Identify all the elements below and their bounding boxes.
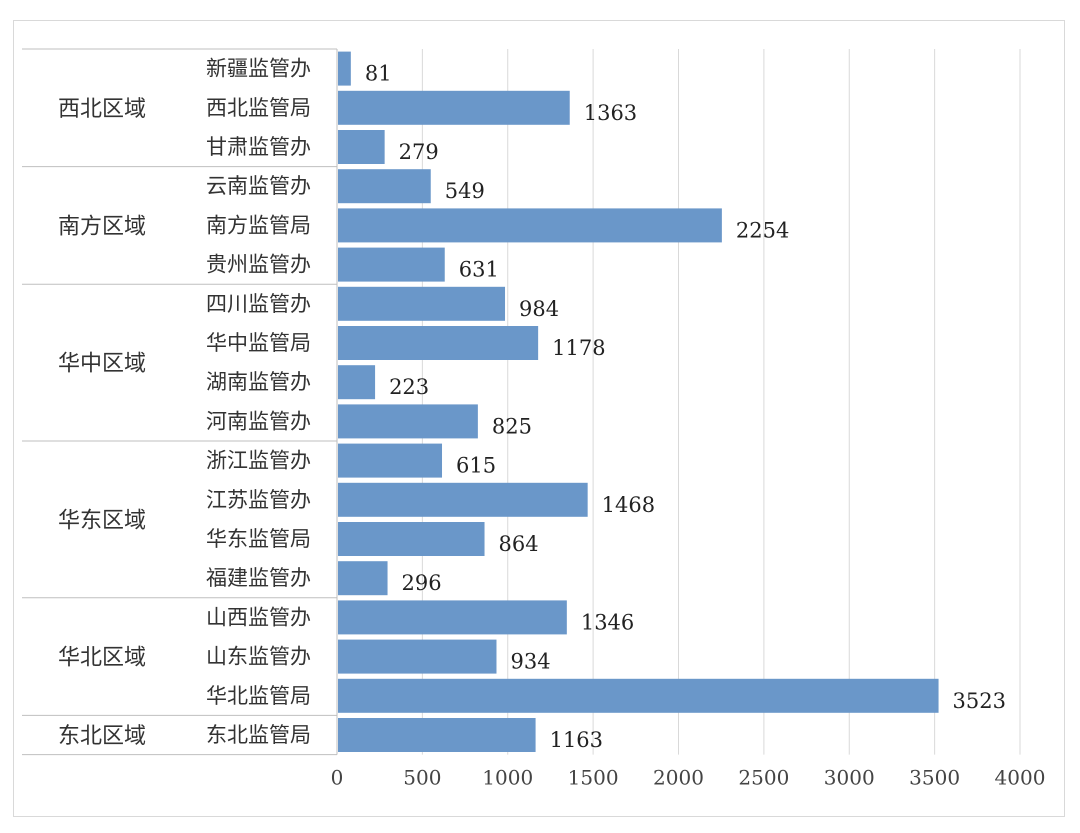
data-label: 549 bbox=[445, 179, 485, 203]
data-label: 1178 bbox=[552, 336, 605, 360]
x-tick-label: 3000 bbox=[824, 766, 875, 790]
category-label: 云南监管办 bbox=[206, 174, 311, 198]
bar bbox=[338, 600, 567, 635]
x-tick-label: 500 bbox=[403, 766, 441, 790]
group-label: 西北区域 bbox=[58, 97, 146, 122]
category-label: 河南监管办 bbox=[206, 409, 311, 433]
x-tick-label: 1500 bbox=[568, 766, 619, 790]
category-label: 福建监管办 bbox=[206, 566, 311, 590]
category-label: 华东监管局 bbox=[206, 527, 311, 551]
data-label: 934 bbox=[510, 650, 550, 674]
category-label: 华中监管局 bbox=[206, 331, 311, 355]
bar bbox=[338, 169, 431, 204]
x-tick-label: 1000 bbox=[482, 766, 533, 790]
bar bbox=[338, 247, 445, 282]
category-label: 贵州监管办 bbox=[206, 253, 311, 277]
bar bbox=[338, 208, 722, 243]
category-label: 湖南监管办 bbox=[206, 370, 311, 394]
labels: 0 500 1000 1500 2000 2500 3000 3500 4000 新疆监管办 81 西… bbox=[58, 57, 1045, 790]
bar bbox=[338, 286, 506, 321]
bar bbox=[338, 326, 539, 360]
category-label: 华北监管局 bbox=[206, 684, 311, 708]
group-separators bbox=[22, 48, 337, 756]
data-label: 631 bbox=[459, 258, 499, 282]
category-label: 南方监管局 bbox=[206, 213, 311, 237]
data-label: 3523 bbox=[953, 689, 1006, 713]
category-label: 东北监管局 bbox=[206, 723, 311, 747]
bar bbox=[338, 90, 570, 125]
bar bbox=[338, 130, 385, 164]
bar bbox=[338, 639, 497, 674]
data-label: 1468 bbox=[602, 493, 655, 517]
category-label: 新疆监管办 bbox=[206, 57, 311, 81]
bar bbox=[338, 443, 443, 478]
category-label: 山东监管办 bbox=[206, 645, 311, 669]
group-label: 华北区域 bbox=[58, 646, 146, 671]
group-label: 华中区域 bbox=[58, 352, 146, 377]
data-label: 296 bbox=[402, 571, 442, 595]
data-label: 864 bbox=[499, 532, 539, 556]
x-tick-label: 4000 bbox=[995, 766, 1046, 790]
group-label: 东北区域 bbox=[58, 724, 146, 749]
bar bbox=[338, 718, 536, 752]
data-label: 223 bbox=[389, 375, 429, 399]
data-label: 279 bbox=[399, 140, 439, 164]
data-label: 2254 bbox=[736, 218, 789, 242]
x-tick-label: 2500 bbox=[738, 766, 789, 790]
x-tick-label: 3500 bbox=[909, 766, 960, 790]
data-label: 615 bbox=[456, 454, 496, 478]
category-label: 甘肃监管办 bbox=[206, 135, 311, 159]
data-label: 984 bbox=[519, 297, 559, 321]
data-label: 1346 bbox=[581, 610, 634, 634]
x-tick-label: 0 bbox=[331, 766, 344, 790]
data-label: 81 bbox=[365, 62, 392, 86]
data-label: 1163 bbox=[550, 728, 603, 752]
bar bbox=[338, 365, 376, 400]
bar bbox=[338, 482, 588, 517]
bar bbox=[338, 404, 478, 439]
bar bbox=[338, 51, 351, 86]
category-label: 江苏监管办 bbox=[206, 488, 311, 512]
bar bbox=[338, 678, 939, 713]
category-label: 四川监管办 bbox=[206, 292, 311, 316]
bars bbox=[338, 51, 939, 752]
group-label: 华东区域 bbox=[58, 508, 146, 533]
category-label: 浙江监管办 bbox=[206, 449, 311, 473]
bar bbox=[338, 561, 388, 596]
data-label: 1363 bbox=[584, 101, 637, 125]
chart-frame: 0 500 1000 1500 2000 2500 3000 3500 4000 新疆监管办 81 西… bbox=[13, 20, 1065, 817]
bar bbox=[338, 522, 485, 556]
data-label: 825 bbox=[492, 414, 532, 438]
category-label: 山西监管办 bbox=[206, 605, 311, 629]
x-tick-label: 2000 bbox=[653, 766, 704, 790]
chart-svg: 0 500 1000 1500 2000 2500 3000 3500 4000 新疆监管办 81 西… bbox=[22, 48, 1045, 790]
group-label: 南方区域 bbox=[58, 214, 146, 239]
category-label: 西北监管局 bbox=[206, 96, 311, 120]
grid-layer bbox=[336, 49, 1021, 755]
